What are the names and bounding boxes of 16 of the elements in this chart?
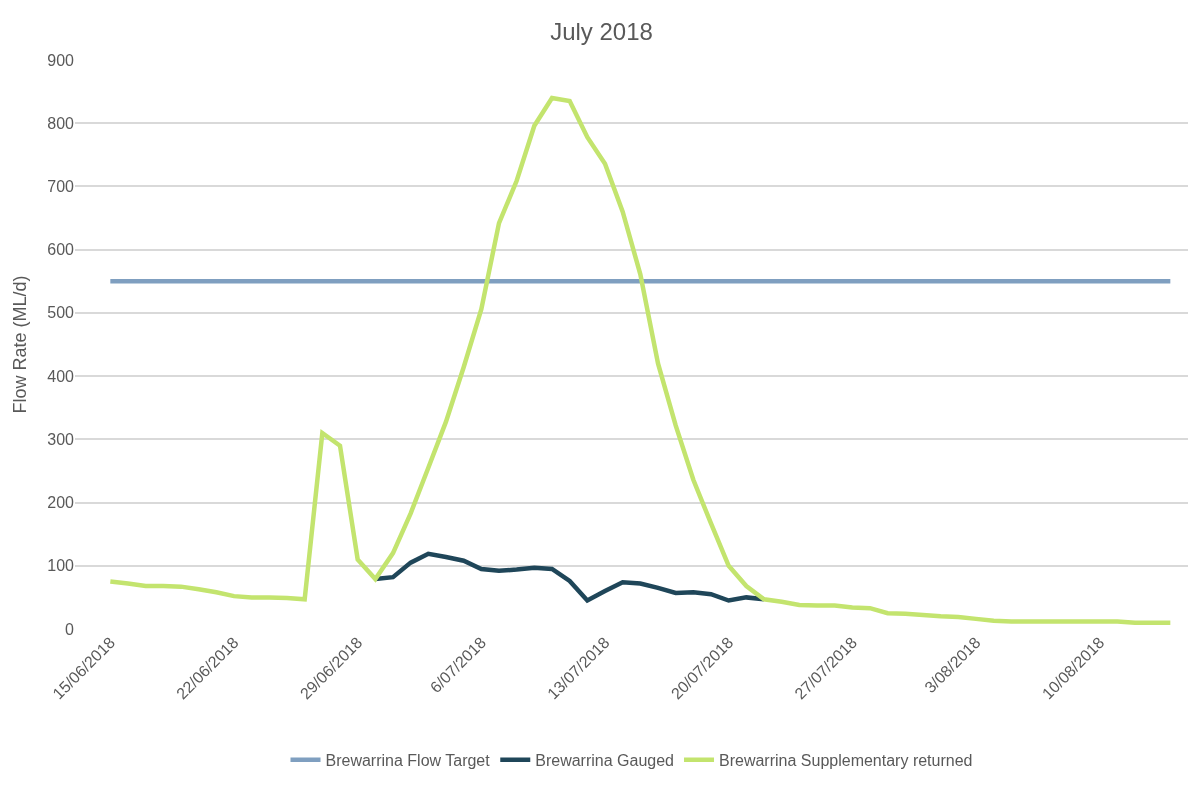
y-axis-title: Flow Rate (ML/d) — [10, 275, 31, 414]
y-tick-label: 0 — [65, 620, 75, 638]
y-tick-label: 600 — [47, 241, 75, 259]
legend-label: Brewarrina Supplementary returned — [719, 751, 973, 769]
y-tick-label: 700 — [47, 178, 75, 196]
legend-label: Brewarrina Flow Target — [325, 751, 491, 769]
y-tick-label: 200 — [47, 494, 75, 512]
line-series — [108, 95, 1173, 625]
y-tick-label: 500 — [47, 304, 75, 322]
y-tick-label: 800 — [47, 114, 75, 132]
legend-label: Brewarrina Gauged — [535, 751, 675, 769]
y-tick-label: 400 — [47, 367, 75, 385]
y-tick-label: 300 — [47, 430, 75, 448]
y-tick-label: 100 — [47, 557, 75, 575]
chart-title: July 2018 — [550, 18, 653, 46]
y-tick-label: 900 — [47, 51, 75, 69]
